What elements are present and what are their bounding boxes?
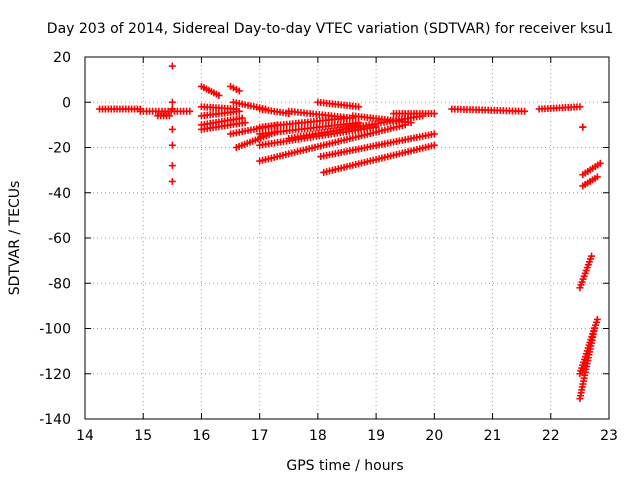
x-tick-label: 22 (542, 428, 560, 444)
y-tick-label: -80 (48, 276, 71, 292)
data-point (235, 107, 243, 115)
data-point (407, 119, 415, 127)
data-point (168, 125, 176, 133)
data-point (596, 159, 604, 167)
series-arc-c (154, 112, 173, 120)
data-point (521, 107, 529, 115)
data-point (241, 119, 249, 127)
series-arc-u (314, 98, 363, 111)
data-point (430, 130, 438, 138)
data-point (576, 103, 584, 111)
data-point (355, 119, 363, 127)
data-point (590, 325, 598, 332)
series-arc-s (285, 107, 357, 122)
data-point (168, 162, 176, 170)
data-point (430, 110, 438, 118)
y-axis-title: SDTVAR / TECUs (7, 181, 23, 296)
data-point (593, 173, 601, 181)
y-tick-label: -20 (48, 141, 71, 157)
series-arc-x (349, 112, 415, 127)
data-point (235, 87, 243, 95)
data-point (168, 141, 176, 149)
series-arc-f (227, 82, 243, 95)
series-arc-y (390, 110, 438, 118)
x-tick-label: 23 (600, 428, 618, 444)
y-tick-labels: 20 0 -20 -40 -60 -80 -100 -120 -140 (39, 50, 71, 428)
data-point (168, 105, 176, 113)
y-tick-label: -140 (39, 412, 71, 428)
series-arc-w (320, 141, 438, 176)
data-points (96, 62, 604, 403)
y-tick-label: -40 (48, 186, 71, 202)
series-arc-aa (535, 103, 584, 113)
series-arc-ab (579, 123, 587, 131)
x-axis-title: GPS time / hours (286, 458, 403, 474)
data-point (355, 103, 363, 111)
data-point (168, 98, 176, 106)
y-tick-label: -120 (39, 367, 71, 383)
data-point (168, 177, 176, 185)
series-arc-b (136, 107, 194, 115)
grid-lines (85, 57, 609, 419)
data-point (165, 112, 173, 120)
series-arc-h (197, 107, 243, 120)
x-tick-labels: 14 15 16 17 18 19 20 21 22 23 (76, 428, 618, 444)
chart-title: Day 203 of 2014, Sidereal Day-to-day VTE… (47, 21, 613, 37)
series-arc-ag (576, 325, 598, 403)
data-point (186, 107, 194, 115)
x-tick-label: 17 (251, 428, 269, 444)
plot-frame (84, 56, 610, 420)
series-arc-d-isolated (168, 62, 176, 185)
x-tick-label: 14 (76, 428, 94, 444)
data-point (168, 62, 176, 70)
data-point (430, 141, 438, 149)
series-arc-j (197, 119, 249, 133)
x-tick-label: 21 (484, 428, 502, 444)
series-arc-z (448, 105, 529, 115)
series-arc-p (256, 119, 363, 138)
x-tick-label: 15 (134, 428, 152, 444)
y-tick-label: -60 (48, 231, 71, 247)
series-arc-n (256, 105, 293, 118)
y-tick-label: -100 (39, 322, 71, 338)
series-arc-v (317, 130, 438, 161)
series-arc-ad (579, 173, 601, 190)
series-arc-ac (579, 159, 604, 179)
x-tick-label: 18 (309, 428, 327, 444)
data-point (579, 123, 587, 131)
data-point (593, 315, 601, 323)
series-arc-e (197, 82, 223, 99)
series-arc-ae (576, 252, 596, 292)
series-arc-r (256, 121, 409, 165)
x-tick-label: 16 (193, 428, 211, 444)
y-tick-label: 20 (53, 50, 71, 66)
data-point (588, 252, 596, 260)
series-arc-a (96, 105, 144, 113)
data-point (215, 91, 223, 99)
x-tick-label: 19 (367, 428, 385, 444)
y-tick-label: 0 (62, 95, 71, 111)
x-tick-label: 20 (425, 428, 443, 444)
